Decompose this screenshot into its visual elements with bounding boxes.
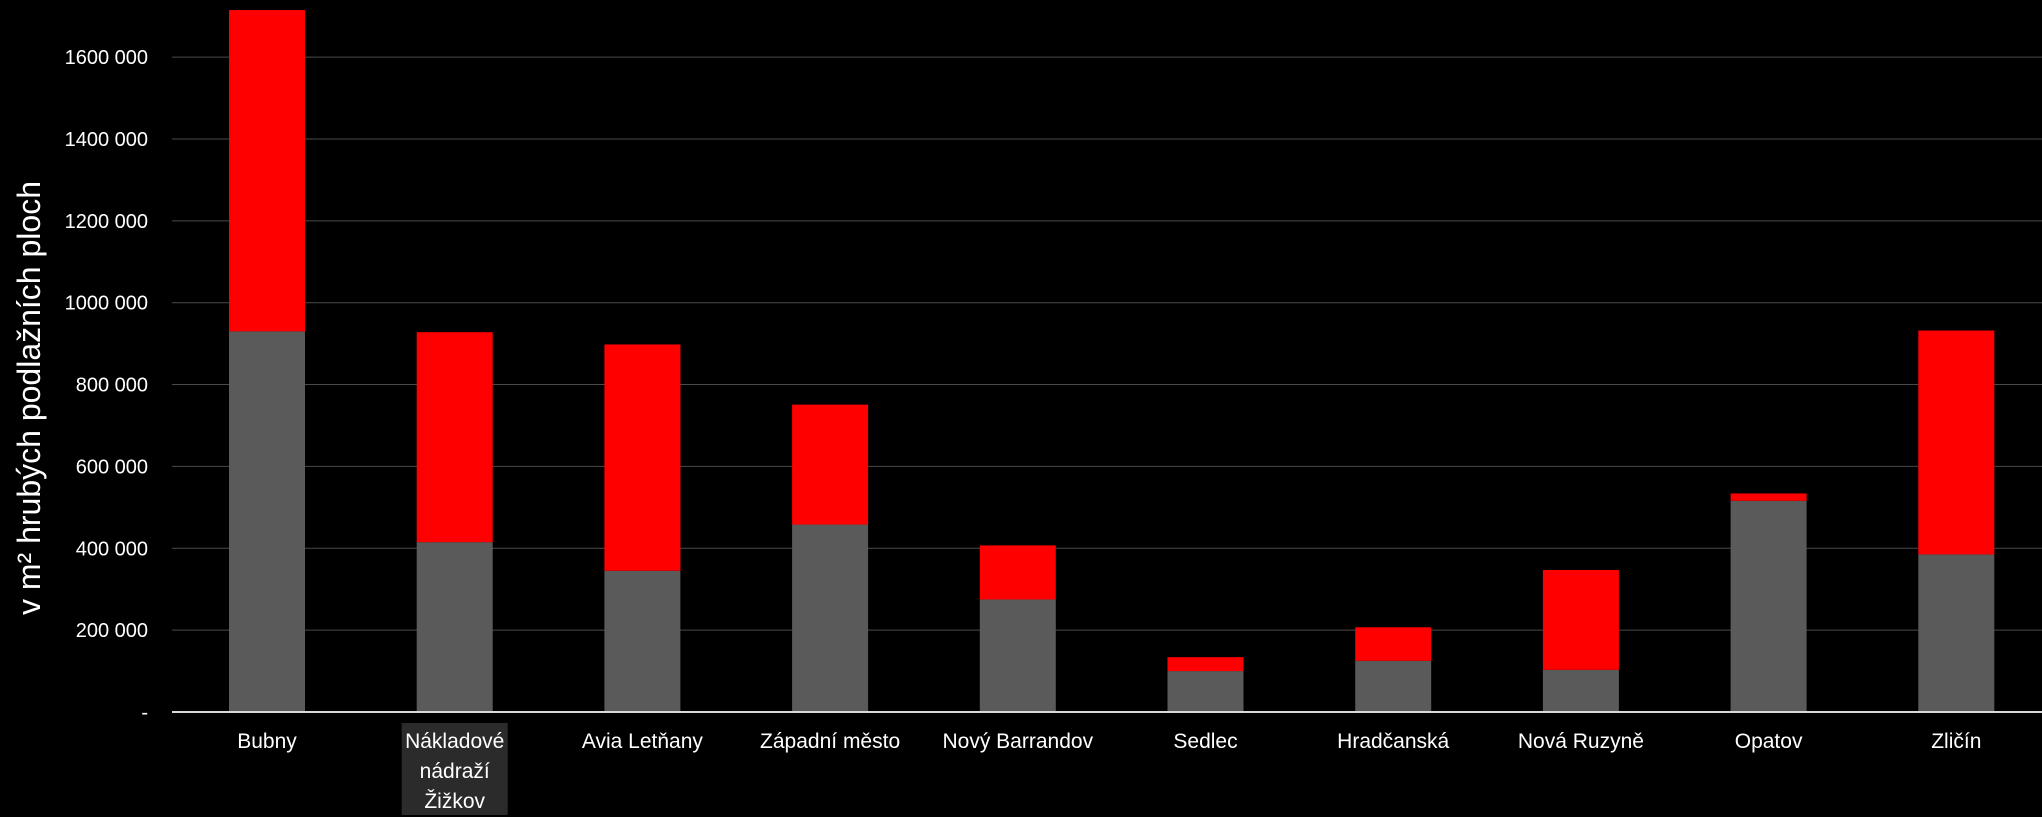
x-category-label: Žižkov xyxy=(424,790,485,813)
y-tick-label: 1400 000 xyxy=(65,129,148,151)
bar-segment-base xyxy=(1167,671,1244,712)
bar-segment-top xyxy=(979,545,1056,600)
x-category-label: Západní město xyxy=(760,730,900,753)
x-category-label: Bubny xyxy=(237,730,297,753)
bar-segment-base xyxy=(1730,500,1807,712)
category-label-highlight xyxy=(401,723,508,815)
x-category-label: Nová Ruzyně xyxy=(1518,730,1644,753)
x-category-label: Nový Barrandov xyxy=(943,730,1094,753)
bar-segment-base xyxy=(979,599,1056,712)
bar-segment-base xyxy=(604,570,681,712)
bar-segment-top xyxy=(792,404,869,525)
y-tick-label: - xyxy=(141,702,148,724)
x-category-label: Hradčanská xyxy=(1337,730,1449,753)
bar-segment-base xyxy=(1918,554,1995,712)
x-category-label: Nákladové xyxy=(405,730,504,753)
x-category-label: nádraží xyxy=(420,760,490,783)
bar-segment-top xyxy=(1355,627,1432,661)
bar-segment-base xyxy=(1542,669,1619,712)
bars xyxy=(229,10,1995,712)
bar-segment-base xyxy=(1355,660,1432,712)
y-tick-label: 1000 000 xyxy=(65,293,148,315)
bar-segment-top xyxy=(1730,493,1807,501)
y-tick-label: 1600 000 xyxy=(65,47,148,69)
x-category-label: Zličín xyxy=(1931,730,1981,753)
y-tick-label: 400 000 xyxy=(76,538,148,560)
labels: - 200 000 400 000 600 000 800 000 1000 000 120… xyxy=(65,47,1981,815)
bar-segment-top xyxy=(416,332,493,543)
y-tick-label: 200 000 xyxy=(76,620,148,642)
x-category-label: Sedlec xyxy=(1173,730,1237,753)
y-axis-label: v m² hrubých podlažních ploch xyxy=(11,181,47,615)
y-tick-label: 600 000 xyxy=(76,456,148,478)
x-category-label: Opatov xyxy=(1735,730,1803,753)
bar-segment-top xyxy=(1167,657,1244,672)
bar-segment-top xyxy=(1918,330,1995,555)
bar-segment-base xyxy=(792,524,869,712)
bar-segment-top xyxy=(229,10,305,332)
bar-segment-base xyxy=(416,542,493,712)
bar-segment-top xyxy=(1542,569,1619,670)
y-tick-label: 1200 000 xyxy=(65,211,148,233)
y-tick-label: 800 000 xyxy=(76,375,148,397)
bar-segment-top xyxy=(604,344,681,571)
x-category-label: Avia Letňany xyxy=(582,730,704,753)
bar-segment-base xyxy=(229,331,305,712)
